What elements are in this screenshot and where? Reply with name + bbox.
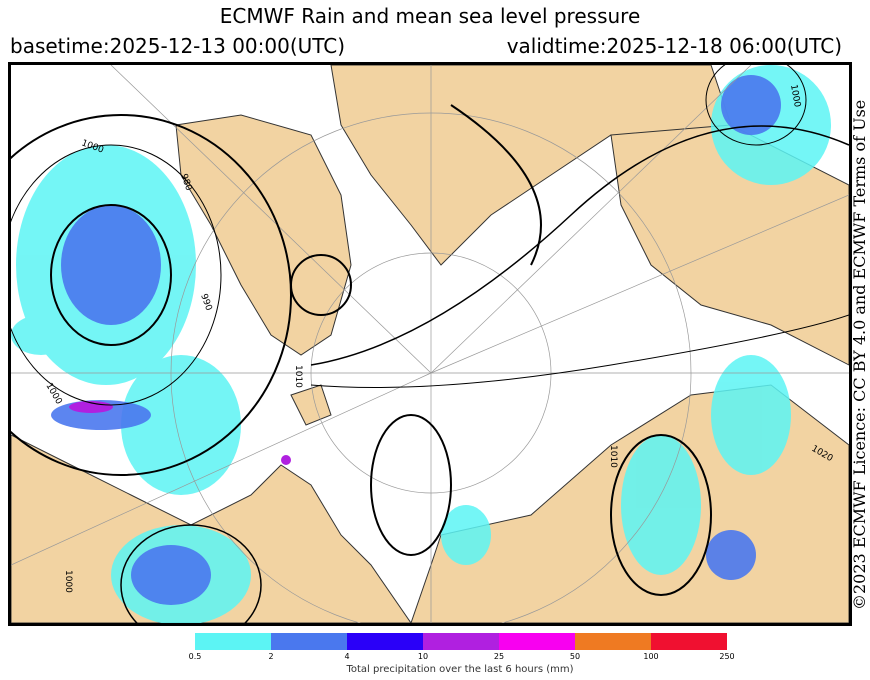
colorbar-bin: [195, 633, 271, 650]
svg-text:1000: 1000: [43, 382, 63, 407]
colorbar: [195, 633, 727, 650]
svg-text:1000: 1000: [63, 570, 73, 593]
validtime-label: validtime:2025-12-18 06:00(UTC): [506, 34, 842, 58]
colorbar-bin: [651, 633, 727, 650]
europe-scandinavia: [11, 434, 412, 623]
svg-text:990: 990: [198, 293, 213, 313]
svg-text:1010: 1010: [608, 445, 618, 468]
basetime-label: basetime:2025-12-13 00:00(UTC): [10, 34, 346, 58]
weather-map: 1000 980 990 1000 1010 1020 1000 1010 10…: [8, 62, 852, 626]
greenland: [175, 114, 352, 356]
colorbar-tick: 250: [719, 652, 735, 661]
land-masses: [11, 65, 849, 623]
colorbar-tick: 2: [268, 652, 274, 661]
svg-text:1000: 1000: [788, 84, 802, 109]
colorbar-tick: 0.5: [188, 652, 202, 661]
colorbar-label: Total precipitation over the last 6 hour…: [346, 664, 574, 675]
licence-credit: ©2023 ECMWF Licence: CC BY 4.0 and ECMWF…: [850, 99, 869, 610]
colorbar-tick: 4: [344, 652, 350, 661]
colorbar-bin: [575, 633, 651, 650]
colorbar-bin: [271, 633, 347, 650]
graticule: [11, 65, 849, 623]
colorbar-tick: 100: [643, 652, 659, 661]
map-title: ECMWF Rain and mean sea level pressure: [219, 4, 641, 28]
svg-text:1010: 1010: [293, 365, 303, 388]
colorbar-tick: 25: [493, 652, 505, 661]
colorbar-tick: 10: [417, 652, 429, 661]
colorbar-bin: [499, 633, 575, 650]
precip-moderate: [51, 75, 781, 605]
precip-heavy: [69, 401, 291, 465]
svalbard: [290, 384, 332, 426]
colorbar-bin: [347, 633, 423, 650]
colorbar-tick: 50: [569, 652, 581, 661]
isobars: [11, 65, 849, 623]
colorbar-bin: [423, 633, 499, 650]
map-canvas: 1000 980 990 1000 1010 1020 1000 1010 10…: [11, 65, 849, 623]
